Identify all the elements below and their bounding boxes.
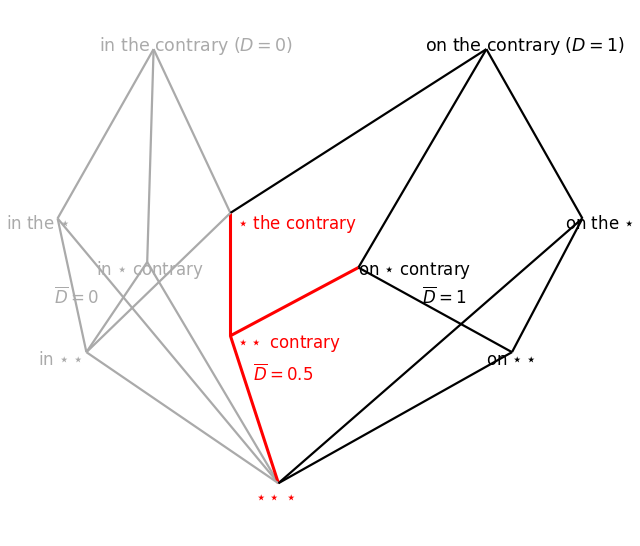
Text: $\star$ the contrary: $\star$ the contrary (237, 213, 356, 235)
Text: in $\star$ contrary: in $\star$ contrary (96, 259, 204, 281)
Text: $\star\star\star$: $\star\star\star$ (255, 488, 296, 506)
Text: on the contrary $(D=1)$: on the contrary $(D=1)$ (425, 35, 625, 57)
Text: in the $\star$: in the $\star$ (6, 215, 70, 233)
Text: in $\star\star$: in $\star\star$ (38, 352, 83, 369)
Text: on $\star$ contrary: on $\star$ contrary (358, 260, 472, 281)
Text: on the $\star$: on the $\star$ (564, 215, 634, 233)
Text: $\overline{D}=1$: $\overline{D}=1$ (422, 287, 467, 308)
Text: in the contrary $(D=0)$: in the contrary $(D=0)$ (99, 35, 293, 57)
Text: $\overline{D}=0$: $\overline{D}=0$ (54, 287, 99, 308)
Text: $\overline{D}=0.5$: $\overline{D}=0.5$ (253, 364, 313, 384)
Text: on $\star\star$: on $\star\star$ (486, 352, 536, 369)
Text: $\star\star$ contrary: $\star\star$ contrary (237, 334, 341, 354)
